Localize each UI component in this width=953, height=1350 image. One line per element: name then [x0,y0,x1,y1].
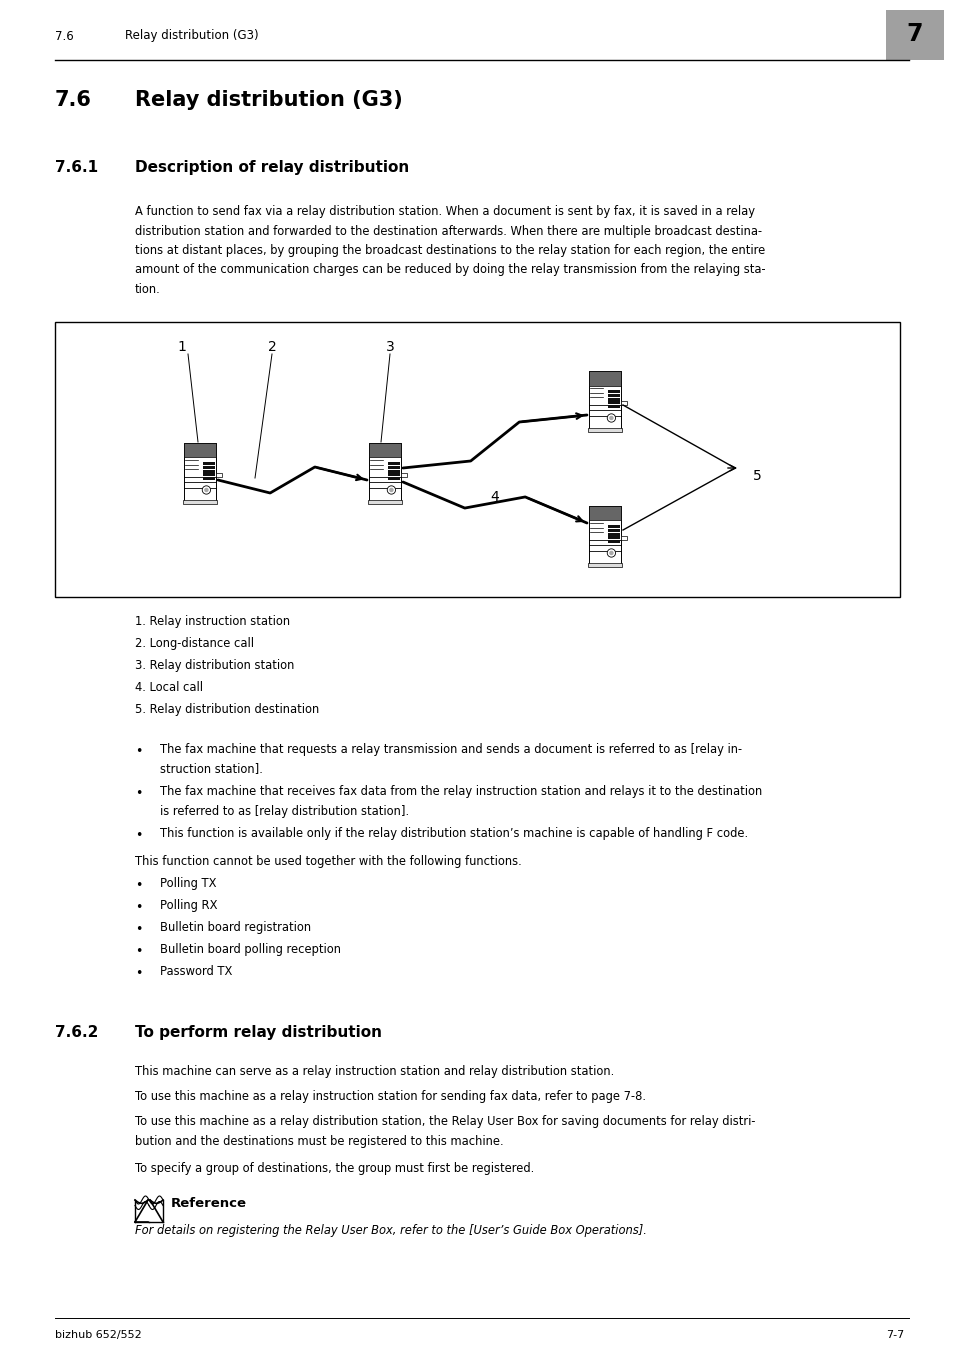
Text: tion.: tion. [135,284,161,296]
Bar [203,466,214,468]
Bar [885,9,943,59]
Text: 5: 5 [752,468,760,483]
Bar [203,470,214,472]
Bar [400,472,407,477]
Text: For details on registering the Relay User Box, refer to the [User’s Guide Box Op: For details on registering the Relay Use… [135,1224,646,1237]
Bar [388,470,399,472]
Circle shape [607,414,615,423]
Bar [215,472,222,477]
Bar [620,536,626,540]
Bar [607,390,619,393]
Text: To perform relay distribution: To perform relay distribution [135,1025,381,1040]
Text: Polling TX: Polling TX [160,878,216,890]
Text: 2: 2 [268,340,276,354]
Bar [388,477,399,481]
Text: This machine can serve as a relay instruction station and relay distribution sta: This machine can serve as a relay instru… [135,1065,614,1079]
Circle shape [609,416,613,420]
Text: •: • [135,829,142,842]
Circle shape [204,487,209,493]
Circle shape [607,549,615,558]
Text: bizhub 652/552: bizhub 652/552 [55,1330,142,1341]
Bar [369,443,400,458]
Bar [184,443,215,458]
Text: Relay distribution (G3): Relay distribution (G3) [125,30,258,42]
Text: •: • [135,900,142,914]
Text: This function is available only if the relay distribution station’s machine is c: This function is available only if the r… [160,828,747,840]
Circle shape [387,486,395,494]
Text: 3: 3 [385,340,394,354]
Text: 7.6.2: 7.6.2 [55,1025,98,1040]
Bar [587,563,621,567]
Bar [388,462,399,464]
Bar [184,443,215,501]
Text: 1. Relay instruction station: 1. Relay instruction station [135,616,290,628]
Bar [183,500,216,504]
Text: Reference: Reference [171,1197,247,1210]
Bar [620,401,626,405]
Text: Polling RX: Polling RX [160,899,217,913]
Text: A function to send fax via a relay distribution station. When a document is sent: A function to send fax via a relay distr… [135,205,754,217]
Text: Password TX: Password TX [160,965,233,977]
Circle shape [609,551,613,555]
Bar [607,529,619,532]
Text: •: • [135,967,142,980]
Bar [607,405,619,408]
Text: is referred to as [relay distribution station].: is referred to as [relay distribution st… [160,805,409,818]
Text: Relay distribution (G3): Relay distribution (G3) [135,90,402,109]
Bar [607,398,619,401]
Text: 7.6: 7.6 [55,30,73,42]
Bar [55,323,899,597]
Text: amount of the communication charges can be reduced by doing the relay transmissi: amount of the communication charges can … [135,263,765,277]
Text: distribution station and forwarded to the destination afterwards. When there are: distribution station and forwarded to th… [135,224,761,238]
Text: •: • [135,745,142,757]
Text: •: • [135,945,142,958]
Bar [369,443,400,501]
Bar [607,525,619,528]
Bar [588,506,620,521]
Bar [203,477,214,481]
Text: To use this machine as a relay instruction station for sending fax data, refer t: To use this machine as a relay instructi… [135,1089,645,1103]
Text: •: • [135,787,142,801]
Text: To specify a group of destinations, the group must first be registered.: To specify a group of destinations, the … [135,1162,534,1174]
Text: 7.6.1: 7.6.1 [55,161,98,176]
Bar [587,428,621,432]
Circle shape [389,487,394,493]
Text: To use this machine as a relay distribution station, the Relay User Box for savi: To use this machine as a relay distribut… [135,1115,755,1129]
Bar [588,506,620,564]
Bar [607,401,619,405]
Bar [607,394,619,397]
Text: 5. Relay distribution destination: 5. Relay distribution destination [135,703,319,716]
Circle shape [202,486,211,494]
Bar [203,474,214,477]
Text: This function cannot be used together with the following functions.: This function cannot be used together wi… [135,855,521,868]
Bar [607,536,619,540]
Text: Description of relay distribution: Description of relay distribution [135,161,409,176]
Text: 7: 7 [905,22,923,46]
Bar [368,500,401,504]
Text: Bulletin board registration: Bulletin board registration [160,921,311,934]
Text: 2. Long-distance call: 2. Long-distance call [135,637,253,649]
Text: 4. Local call: 4. Local call [135,680,203,694]
Bar [607,533,619,536]
Text: The fax machine that requests a relay transmission and sends a document is refer: The fax machine that requests a relay tr… [160,743,741,756]
Text: struction station].: struction station]. [160,763,263,775]
Text: 7.6: 7.6 [55,90,91,109]
Bar [588,371,620,429]
Text: bution and the destinations must be registered to this machine.: bution and the destinations must be regi… [135,1134,503,1148]
Bar [203,462,214,464]
Bar [588,371,620,386]
Text: The fax machine that receives fax data from the relay instruction station and re: The fax machine that receives fax data f… [160,784,761,798]
Text: •: • [135,923,142,936]
Text: Bulletin board polling reception: Bulletin board polling reception [160,944,340,956]
Bar [388,474,399,477]
Text: 3. Relay distribution station: 3. Relay distribution station [135,659,294,672]
Text: tions at distant places, by grouping the broadcast destinations to the relay sta: tions at distant places, by grouping the… [135,244,764,256]
Text: •: • [135,879,142,892]
Text: 4: 4 [490,490,498,504]
Bar [388,466,399,468]
Text: 1: 1 [177,340,186,354]
Text: 7-7: 7-7 [884,1330,903,1341]
Bar [607,540,619,543]
